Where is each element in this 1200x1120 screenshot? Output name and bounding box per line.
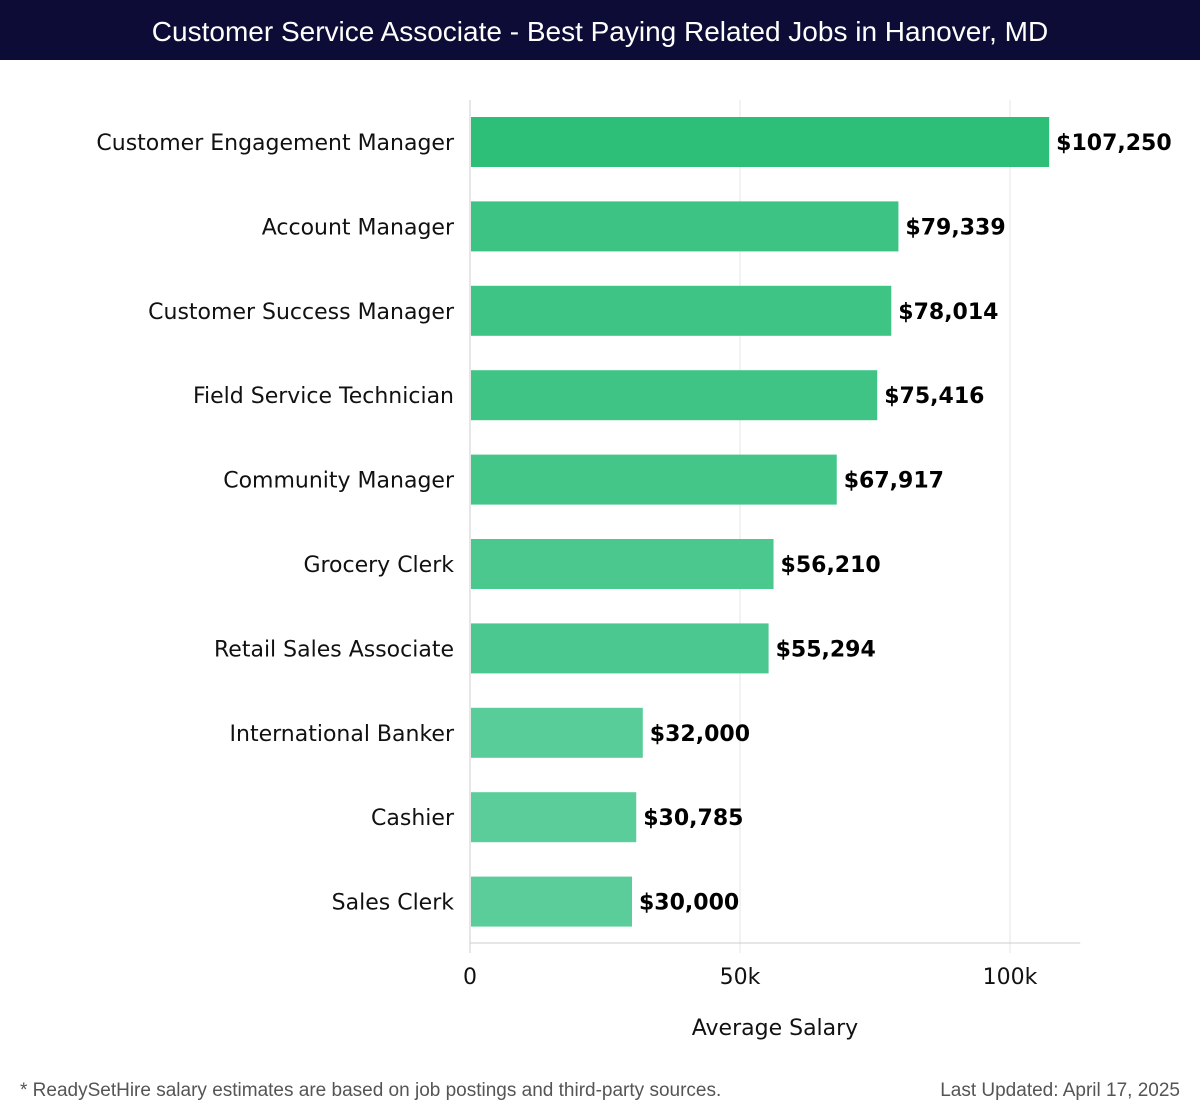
bar xyxy=(471,876,632,927)
category-label: Account Manager xyxy=(262,215,455,240)
bar-chart: 0 50k 100k Customer Engagement Manager $107,… xyxy=(96,100,1172,1041)
value-label: $32,000 xyxy=(650,722,750,747)
category-label: Cashier xyxy=(371,806,455,831)
value-label: $30,000 xyxy=(639,891,739,916)
bar xyxy=(471,539,774,589)
bar xyxy=(471,623,769,674)
bar xyxy=(471,370,878,421)
category-label: Customer Success Manager xyxy=(148,300,455,325)
bar xyxy=(471,707,643,758)
category-label: Community Manager xyxy=(223,469,455,494)
category-label: Grocery Clerk xyxy=(303,553,454,578)
category-label: Customer Engagement Manager xyxy=(96,131,455,156)
x-tick-label: 100k xyxy=(983,965,1038,990)
value-label: $56,210 xyxy=(781,553,881,578)
value-label: $107,250 xyxy=(1056,131,1172,156)
footer-note: * ReadySetHire salary estimates are base… xyxy=(20,1080,722,1101)
value-label: $30,785 xyxy=(643,806,743,831)
x-tick-label: 0 xyxy=(463,965,477,990)
bar xyxy=(471,792,637,843)
bar xyxy=(471,201,899,252)
value-label: $67,917 xyxy=(844,469,944,494)
value-label: $55,294 xyxy=(776,637,876,662)
x-tick-label: 50k xyxy=(720,965,761,990)
category-label: Sales Clerk xyxy=(332,891,455,916)
category-label: Retail Sales Associate xyxy=(214,637,454,662)
category-label: Field Service Technician xyxy=(193,384,454,409)
category-label: International Banker xyxy=(230,722,455,747)
x-axis-title: Average Salary xyxy=(692,1016,858,1041)
value-label: $75,416 xyxy=(884,384,984,409)
value-label: $78,014 xyxy=(898,300,998,325)
chart-title: Customer Service Associate - Best Paying… xyxy=(0,0,1200,60)
bar xyxy=(471,285,892,336)
value-label: $79,339 xyxy=(905,215,1005,240)
bar xyxy=(471,454,837,505)
last-updated: Last Updated: April 17, 2025 xyxy=(940,1080,1180,1101)
bar xyxy=(471,117,1050,167)
